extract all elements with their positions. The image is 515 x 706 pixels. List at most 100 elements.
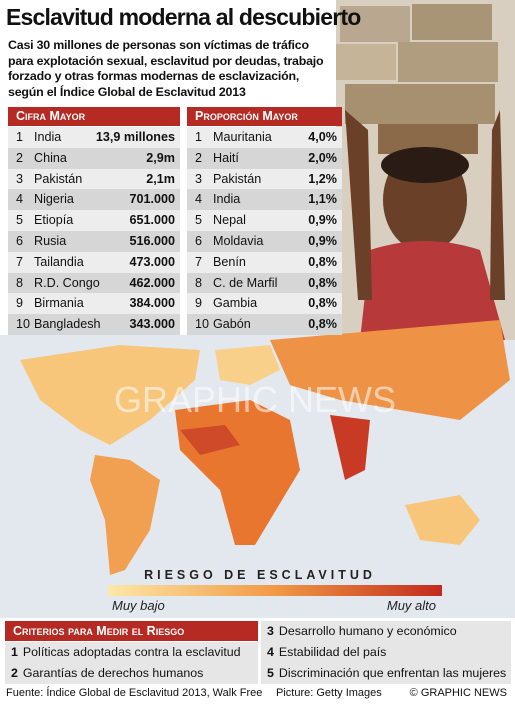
table-row: 8 C. de Marfil 0,8% <box>187 272 342 294</box>
table-row: 10 Bangladesh 343.000 <box>8 314 180 336</box>
table-row: 7 Tailandia 473.000 <box>8 251 180 273</box>
country: Haití <box>213 150 239 165</box>
criterion: 3 Desarrollo humano y económico <box>261 621 511 642</box>
rank: 10 <box>16 317 31 332</box>
table-row: 6 Moldavia 0,9% <box>187 231 342 252</box>
table-row: 9 Gambia 0,8% <box>187 293 342 315</box>
criterion: 5 Discriminación que enfrentan las mujere… <box>261 663 511 684</box>
country: China <box>34 150 67 165</box>
criteria-heading: Criterios para Medir el Riesgo <box>5 621 258 641</box>
table-row: 5 Nepal 0,9% <box>187 210 342 232</box>
table-row: 1 India 13,9 millones <box>8 127 180 148</box>
source: Fuente: Índice Global de Esclavitud 2013… <box>6 687 263 699</box>
country: Moldavia <box>213 234 264 248</box>
rank: 3 <box>16 171 24 186</box>
criterion-number: 2 <box>11 666 18 680</box>
value: 516.000 <box>129 234 175 248</box>
criterion-number: 4 <box>267 645 274 659</box>
legend-bar <box>108 585 442 596</box>
value: 0,8% <box>308 296 337 311</box>
criterion-text: Garantías de derechos humanos <box>22 666 204 680</box>
rank: 8 <box>195 275 203 290</box>
table-row: 7 Benín 0,8% <box>187 251 342 273</box>
table-heading: Proporción Mayor <box>187 107 342 126</box>
rank: 3 <box>195 171 203 186</box>
table-row: 2 China 2,9m <box>8 147 180 169</box>
photo <box>336 0 515 340</box>
legend-low: Muy bajo <box>112 598 165 613</box>
country: Bangladesh <box>34 317 101 332</box>
rank: 6 <box>195 234 203 248</box>
criterion-number: 3 <box>267 624 274 638</box>
rank: 5 <box>16 213 24 228</box>
country: C. de Marfil <box>213 275 278 290</box>
value: 462.000 <box>129 275 175 290</box>
rank: 5 <box>195 213 203 228</box>
subtitle-line: según el Índice Global de Esclavitud 201… <box>8 84 246 99</box>
rank: 9 <box>195 296 203 311</box>
criterion: 4 Estabilidad del país <box>261 642 511 663</box>
value: 13,9 millones <box>95 130 175 144</box>
value: 0,8% <box>308 254 337 269</box>
title: Esclavitud moderna al descubierto <box>6 4 361 30</box>
table-row: 10 Gabón 0,8% <box>187 314 342 336</box>
rank: 2 <box>16 150 24 165</box>
table-heading: Cifra Mayor <box>8 107 180 126</box>
criterion-text: Discriminación que enfrentan las mujeres <box>278 666 507 680</box>
subtitle-line: para explotación sexual, esclavitud por … <box>8 53 324 68</box>
criterion-number: 5 <box>267 666 274 680</box>
country: Pakistán <box>34 171 83 186</box>
subtitle-line: Casi 30 millones de personas son víctima… <box>8 38 309 52</box>
value: 0,8% <box>308 317 337 332</box>
value: 473.000 <box>129 254 175 269</box>
country: R.D. Congo <box>34 275 100 290</box>
criterion-text: Políticas adoptadas contra la esclavitud <box>22 645 241 659</box>
value: 0,9% <box>308 234 337 248</box>
value: 2,0% <box>308 150 337 165</box>
rank: 2 <box>195 150 203 165</box>
country: India <box>213 192 241 207</box>
world-map <box>20 320 510 575</box>
value: 0,8% <box>308 275 337 290</box>
rank: 1 <box>16 130 24 144</box>
country: Tailandia <box>34 254 84 269</box>
value: 1,2% <box>308 171 337 186</box>
value: 701.000 <box>129 192 175 207</box>
table-row: 9 Birmania 384.000 <box>8 293 180 315</box>
subtitle-line: forzado y otras formas modernas de escla… <box>8 69 300 83</box>
criterion-text: Estabilidad del país <box>278 645 387 659</box>
table-row: 4 India 1,1% <box>187 189 342 211</box>
value: 384.000 <box>129 296 175 311</box>
rank: 10 <box>195 317 210 332</box>
country: Gabón <box>213 317 251 332</box>
table-row: 6 Rusia 516.000 <box>8 231 180 252</box>
rank: 8 <box>16 275 24 290</box>
country: Gambia <box>213 296 258 311</box>
value: 651.000 <box>129 213 175 228</box>
country: Benín <box>213 254 246 269</box>
rank: 1 <box>195 130 203 144</box>
value: 343.000 <box>129 317 175 332</box>
rank: 7 <box>195 254 203 269</box>
table-row: 1 Mauritania 4,0% <box>187 127 342 148</box>
country: Pakistán <box>213 171 262 186</box>
country: Etiopía <box>34 213 74 228</box>
table-row: 5 Etiopía 651.000 <box>8 210 180 232</box>
country: Birmania <box>34 296 84 311</box>
credit: © GRAPHIC NEWS <box>409 687 507 699</box>
rank: 6 <box>16 234 24 248</box>
rank: 4 <box>195 192 203 207</box>
legend-high: Muy alto <box>387 598 436 613</box>
table-row: 3 Pakistán 2,1m <box>8 168 180 190</box>
watermark: GRAPHIC NEWS <box>114 379 396 420</box>
criterion-text: Desarrollo humano y económico <box>278 624 457 638</box>
value: 0,9% <box>308 213 337 228</box>
criterion-number: 1 <box>11 645 18 659</box>
table-row: 4 Nigeria 701.000 <box>8 189 180 211</box>
picture-credit: Picture: Getty Images <box>276 687 382 699</box>
table-row: 8 R.D. Congo 462.000 <box>8 272 180 294</box>
table-row: 2 Haití 2,0% <box>187 147 342 169</box>
criterion: 2 Garantías de derechos humanos <box>5 663 258 684</box>
value: 2,1m <box>146 171 175 186</box>
